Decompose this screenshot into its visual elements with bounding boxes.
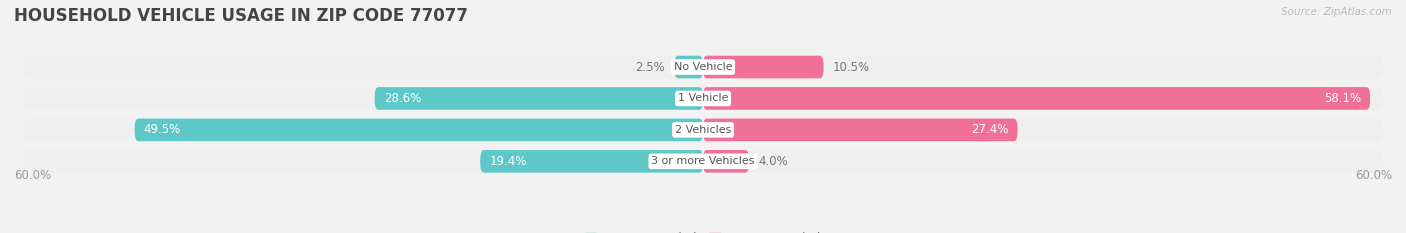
FancyBboxPatch shape <box>374 87 703 110</box>
FancyBboxPatch shape <box>703 119 1018 141</box>
FancyBboxPatch shape <box>703 150 749 173</box>
FancyBboxPatch shape <box>675 56 703 78</box>
Text: No Vehicle: No Vehicle <box>673 62 733 72</box>
Text: 60.0%: 60.0% <box>1355 169 1392 182</box>
FancyBboxPatch shape <box>135 119 703 141</box>
FancyBboxPatch shape <box>24 56 1382 78</box>
Text: 19.4%: 19.4% <box>489 155 527 168</box>
Text: 4.0%: 4.0% <box>758 155 787 168</box>
Text: 1 Vehicle: 1 Vehicle <box>678 93 728 103</box>
Text: HOUSEHOLD VEHICLE USAGE IN ZIP CODE 77077: HOUSEHOLD VEHICLE USAGE IN ZIP CODE 7707… <box>14 7 468 25</box>
FancyBboxPatch shape <box>703 56 824 78</box>
FancyBboxPatch shape <box>24 119 1382 141</box>
Text: 2 Vehicles: 2 Vehicles <box>675 125 731 135</box>
Text: 2.5%: 2.5% <box>636 61 665 74</box>
Text: 28.6%: 28.6% <box>384 92 420 105</box>
Text: 3 or more Vehicles: 3 or more Vehicles <box>651 156 755 166</box>
Text: 58.1%: 58.1% <box>1324 92 1361 105</box>
FancyBboxPatch shape <box>24 150 1382 173</box>
Text: 60.0%: 60.0% <box>14 169 51 182</box>
Text: 27.4%: 27.4% <box>972 123 1008 136</box>
FancyBboxPatch shape <box>703 87 1369 110</box>
Text: 49.5%: 49.5% <box>143 123 181 136</box>
Text: Source: ZipAtlas.com: Source: ZipAtlas.com <box>1281 7 1392 17</box>
FancyBboxPatch shape <box>481 150 703 173</box>
Legend: Owner-occupied, Renter-occupied: Owner-occupied, Renter-occupied <box>579 228 827 233</box>
Text: 10.5%: 10.5% <box>832 61 870 74</box>
FancyBboxPatch shape <box>24 87 1382 110</box>
